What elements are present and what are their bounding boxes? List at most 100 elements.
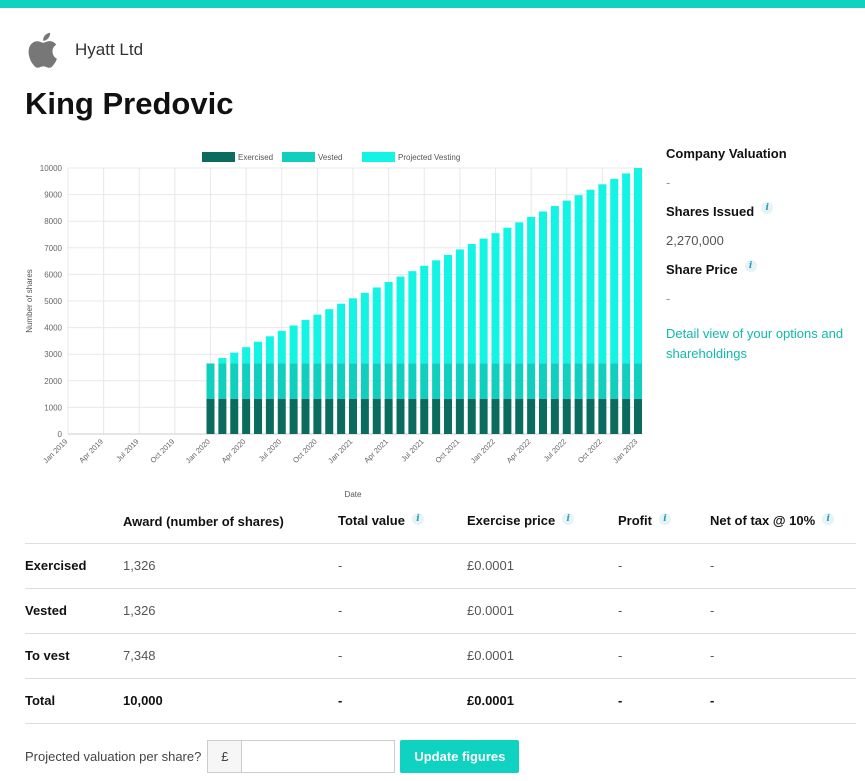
info-icon[interactable]: i bbox=[658, 513, 671, 526]
bar-vested bbox=[230, 363, 239, 399]
bar-exercised bbox=[586, 398, 595, 434]
table-row: To vest 7,348 - £0.0001 - - bbox=[25, 632, 856, 678]
bar-vested bbox=[372, 363, 381, 399]
y-tick-label: 7000 bbox=[44, 244, 62, 253]
bar-vested bbox=[206, 363, 215, 399]
award-cell: 10,000 bbox=[123, 677, 338, 724]
bar-vested bbox=[384, 363, 393, 399]
y-tick-label: 4000 bbox=[44, 324, 62, 333]
detail-view-link[interactable]: Detail view of your options and sharehol… bbox=[666, 326, 844, 361]
company-valuation-value: - bbox=[666, 175, 671, 190]
bar-projected-vesting bbox=[230, 352, 239, 364]
total-value-cell: - bbox=[338, 587, 467, 633]
net-of-tax-cell: - bbox=[710, 542, 856, 588]
bar-exercised bbox=[396, 398, 405, 434]
info-icon[interactable]: i bbox=[761, 201, 774, 214]
table-total-row: Total 10,000 - £0.0001 - - bbox=[25, 677, 856, 724]
y-tick-label: 1000 bbox=[44, 403, 62, 412]
bar-vested bbox=[265, 363, 274, 399]
bar-projected-vesting bbox=[586, 189, 595, 364]
total-value-cell: - bbox=[338, 677, 467, 724]
bar-exercised bbox=[432, 398, 441, 434]
bar-exercised bbox=[420, 398, 429, 434]
x-tick-label: Jan 2019 bbox=[41, 437, 69, 465]
vesting-chart-svg: 0 1000 2000 3000 4000 5000 6000 7000 8000 9000 100… bbox=[25, 152, 642, 499]
bar-vested bbox=[325, 363, 334, 399]
info-icon[interactable]: i bbox=[411, 513, 424, 526]
bar-exercised bbox=[527, 398, 536, 434]
vesting-chart: 0 1000 2000 3000 4000 5000 6000 7000 8000 9000 100… bbox=[18, 142, 648, 507]
exercise-price-cell: £0.0001 bbox=[467, 677, 618, 724]
info-icon[interactable]: i bbox=[822, 513, 835, 526]
bar-vested bbox=[242, 363, 251, 399]
bar-exercised bbox=[265, 398, 274, 434]
bar-projected-vesting bbox=[539, 211, 547, 364]
y-tick-label: 9000 bbox=[44, 191, 62, 200]
bar-projected-vesting bbox=[527, 216, 536, 364]
award-cell: 7,348 bbox=[123, 632, 338, 678]
bar-projected-vesting bbox=[622, 173, 631, 364]
bar-vested bbox=[349, 363, 357, 399]
bar-exercised bbox=[562, 398, 571, 434]
profit-cell: - bbox=[618, 542, 710, 588]
y-tick-label: 10000 bbox=[40, 164, 63, 173]
bar-vested bbox=[622, 363, 631, 399]
x-tick-label: Jan 2020 bbox=[184, 437, 212, 465]
projected-valuation-input[interactable] bbox=[241, 740, 396, 773]
bar-projected-vesting bbox=[515, 222, 524, 364]
bar-exercised bbox=[277, 398, 286, 434]
bar-exercised bbox=[598, 398, 607, 434]
exercise-price-cell: £0.0001 bbox=[467, 587, 618, 633]
bar-projected-vesting bbox=[349, 298, 357, 364]
x-tick-label: Apr 2019 bbox=[77, 437, 105, 465]
bar-projected-vesting bbox=[574, 195, 583, 364]
info-icon[interactable]: i bbox=[744, 259, 757, 272]
bar-projected-vesting bbox=[598, 184, 607, 364]
bar-exercised bbox=[622, 398, 631, 434]
shares-issued-label: Shares Issued i bbox=[666, 201, 861, 219]
share-price-label: Share Price i bbox=[666, 259, 861, 277]
legend-swatch bbox=[282, 152, 315, 162]
net-of-tax-cell: - bbox=[710, 677, 856, 724]
bar-projected-vesting bbox=[325, 309, 334, 364]
bar-vested bbox=[218, 363, 227, 399]
bar-projected-vesting bbox=[562, 200, 571, 364]
bar-projected-vesting bbox=[467, 244, 476, 364]
x-tick-label: Apr 2022 bbox=[505, 437, 533, 465]
bar-vested bbox=[491, 363, 500, 399]
bar-vested bbox=[598, 363, 607, 399]
bar-vested bbox=[277, 363, 286, 399]
legend-label: Exercised bbox=[238, 153, 273, 162]
bar-projected-vesting bbox=[301, 320, 310, 364]
table-header-total-value: Total value i bbox=[338, 500, 467, 543]
x-tick-label: Jul 2019 bbox=[114, 437, 140, 463]
y-tick-label: 2000 bbox=[44, 377, 62, 386]
bar-vested bbox=[479, 363, 488, 399]
company-valuation-label: Company Valuation bbox=[666, 146, 787, 161]
bar-vested bbox=[503, 363, 512, 399]
bar-exercised bbox=[479, 398, 488, 434]
row-label: To vest bbox=[25, 632, 123, 678]
bar-exercised bbox=[467, 398, 476, 434]
bar-exercised bbox=[360, 398, 369, 434]
net-of-tax-cell: - bbox=[710, 587, 856, 633]
bar-projected-vesting bbox=[242, 347, 251, 364]
row-label: Exercised bbox=[25, 542, 123, 588]
award-cell: 1,326 bbox=[123, 542, 338, 588]
bar-vested bbox=[432, 363, 441, 399]
row-label: Vested bbox=[25, 587, 123, 633]
y-tick-label: 6000 bbox=[44, 270, 62, 279]
bar-projected-vesting bbox=[265, 336, 274, 364]
bar-projected-vesting bbox=[218, 358, 227, 364]
page-title: King Predovic bbox=[25, 86, 234, 121]
projected-valuation-form: Projected valuation per share? £ Update … bbox=[25, 740, 520, 773]
bar-vested bbox=[634, 363, 642, 399]
bar-vested bbox=[467, 363, 476, 399]
bar-exercised bbox=[313, 398, 322, 434]
legend-label: Projected Vesting bbox=[398, 153, 460, 162]
bar-vested bbox=[539, 363, 547, 399]
x-tick-label: Apr 2020 bbox=[220, 437, 248, 465]
update-figures-button[interactable]: Update figures bbox=[400, 740, 520, 773]
info-icon[interactable]: i bbox=[562, 513, 575, 526]
x-tick-label: Jul 2020 bbox=[257, 437, 283, 463]
